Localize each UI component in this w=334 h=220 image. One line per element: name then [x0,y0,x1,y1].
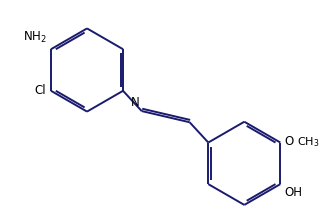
Text: CH$_3$: CH$_3$ [297,135,320,149]
Text: NH$_2$: NH$_2$ [23,30,47,46]
Text: N: N [131,96,140,109]
Text: O: O [285,136,294,149]
Text: OH: OH [285,186,303,199]
Text: Cl: Cl [34,84,46,97]
